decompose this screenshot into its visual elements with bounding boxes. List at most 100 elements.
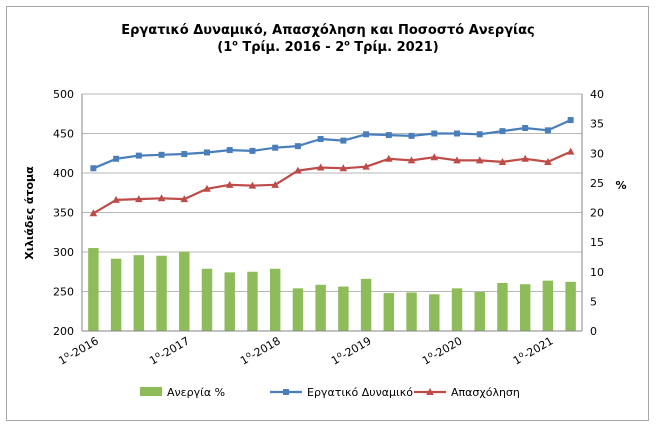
bar bbox=[542, 280, 554, 331]
y-left-tick-label: 250 bbox=[53, 286, 74, 299]
y-left-tick-label: 200 bbox=[53, 325, 74, 338]
legend-label: Απασχόληση bbox=[451, 386, 520, 399]
chart-title-line1: Εργατικό Δυναμικό, Απασχόληση και Ποσοστ… bbox=[121, 23, 535, 38]
bar bbox=[88, 248, 99, 331]
legend-swatch-bar bbox=[140, 387, 162, 396]
line-point-triangle bbox=[180, 195, 189, 203]
line-point-square bbox=[476, 131, 483, 138]
line-point-square bbox=[204, 149, 210, 156]
line-point-square bbox=[454, 130, 460, 137]
chart-frame bbox=[6, 6, 649, 421]
line-point-triangle bbox=[294, 166, 302, 174]
x-tick-label: 1ο-2019 bbox=[329, 333, 374, 367]
bar bbox=[383, 293, 395, 331]
line-point-triangle bbox=[89, 209, 98, 217]
line-point-square bbox=[249, 147, 256, 154]
bar bbox=[497, 283, 508, 331]
line-point-triangle bbox=[135, 195, 143, 203]
bar bbox=[406, 292, 417, 331]
line-point-square bbox=[113, 155, 120, 162]
bar-series-unemployment bbox=[88, 248, 576, 331]
line-point-square bbox=[272, 144, 279, 151]
line-point-triangle bbox=[385, 154, 393, 162]
series-line bbox=[92, 119, 572, 170]
bar bbox=[201, 268, 213, 331]
line-point-triangle bbox=[498, 157, 507, 165]
bar bbox=[338, 286, 349, 331]
line-point-square bbox=[181, 151, 188, 158]
y-right-tick-label: 20 bbox=[590, 207, 604, 220]
line-point-triangle bbox=[271, 180, 279, 188]
line-point-square bbox=[385, 132, 392, 139]
line-point-square bbox=[431, 130, 438, 137]
legend-marker-square bbox=[283, 389, 289, 395]
line-point-triangle bbox=[544, 157, 552, 165]
chart-title: Εργατικό Δυναμικό, Απασχόληση και Ποσοστ… bbox=[0, 22, 656, 56]
legend-marker-triangle bbox=[426, 388, 434, 395]
line-point-triangle bbox=[430, 153, 439, 161]
line-point-triangle bbox=[407, 156, 416, 164]
bar bbox=[179, 251, 190, 331]
bar bbox=[156, 255, 167, 331]
line-point-triangle bbox=[203, 184, 211, 192]
line-series-group bbox=[89, 117, 575, 217]
bar bbox=[519, 284, 531, 331]
y-left-tick-label: 450 bbox=[53, 128, 74, 141]
y-right-tick-label: 35 bbox=[590, 118, 604, 131]
line-point-triangle bbox=[475, 156, 484, 164]
y-left-tick-label: 400 bbox=[53, 167, 74, 180]
y-right-tick-label: 10 bbox=[590, 266, 604, 279]
y-right-tick-label: 25 bbox=[590, 177, 604, 190]
y-left-tick-label: 350 bbox=[53, 207, 74, 220]
line-point-square bbox=[567, 117, 574, 124]
line-point-square bbox=[158, 151, 165, 158]
line-point-triangle bbox=[362, 162, 370, 170]
bar bbox=[315, 284, 326, 331]
y-axis-left-label: Χιλιάδες άτομα bbox=[23, 166, 36, 260]
y-right-tick-label: 40 bbox=[590, 88, 604, 101]
bar bbox=[292, 288, 304, 331]
series-line bbox=[92, 150, 572, 215]
bar bbox=[451, 288, 463, 331]
y-right-tick-label: 30 bbox=[590, 147, 604, 160]
bar bbox=[224, 272, 235, 331]
bar bbox=[269, 268, 281, 331]
line-point-triangle bbox=[225, 180, 234, 188]
y-right-tick-label: 5 bbox=[590, 295, 597, 308]
line-point-triangle bbox=[453, 156, 461, 164]
bar bbox=[429, 294, 440, 331]
line-point-square bbox=[226, 147, 233, 154]
line-point-triangle bbox=[157, 194, 166, 202]
x-tick-label: 1ο-2016 bbox=[56, 333, 101, 367]
line-point-square bbox=[408, 132, 415, 139]
line-point-triangle bbox=[566, 147, 575, 155]
legend: Ανεργία % Εργατικό Δυναμικό Απασχόληση bbox=[140, 386, 520, 399]
line-point-square bbox=[544, 127, 551, 134]
bar bbox=[474, 291, 485, 331]
legend-label: Εργατικό Δυναμικό bbox=[307, 386, 413, 399]
bar bbox=[565, 281, 576, 331]
bar bbox=[110, 258, 122, 331]
y-axis-right-label: % bbox=[615, 179, 626, 192]
line-point-square bbox=[499, 128, 506, 135]
line-point-square bbox=[135, 152, 142, 159]
line-point-square bbox=[522, 124, 529, 131]
legend-label: Ανεργία % bbox=[167, 386, 225, 399]
line-point-triangle bbox=[248, 181, 257, 189]
line-point-square bbox=[340, 137, 347, 144]
bar bbox=[133, 255, 145, 331]
chart-title-line2: (1ο Τρίμ. 2016 - 2ο Τρίμ. 2021) bbox=[217, 38, 439, 55]
line-point-square bbox=[317, 136, 324, 143]
line-point-triangle bbox=[521, 154, 529, 162]
y-left-tick-label: 500 bbox=[53, 88, 74, 101]
y-left-tick-label: 300 bbox=[53, 246, 74, 259]
line-point-square bbox=[294, 143, 301, 150]
x-tick-label: 1ο-2017 bbox=[147, 333, 192, 367]
line-point-square bbox=[363, 131, 370, 138]
line-point-triangle bbox=[316, 163, 325, 171]
line-point-triangle bbox=[339, 164, 348, 172]
y-right-tick-label: 15 bbox=[590, 236, 604, 249]
x-tick-label: 1ο-2021 bbox=[510, 333, 555, 367]
line-point-square bbox=[90, 165, 97, 172]
